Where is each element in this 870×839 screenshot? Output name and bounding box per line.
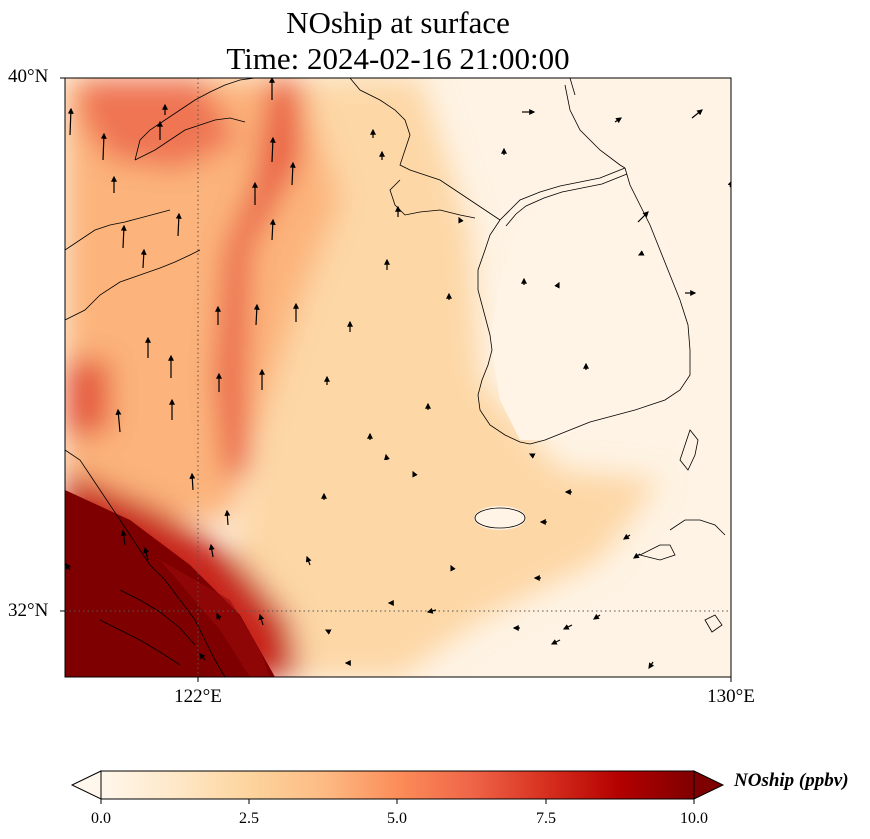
wind-arrow — [258, 613, 265, 626]
wind-arrow — [614, 117, 622, 124]
wind-arrow — [65, 563, 72, 571]
colorbar-tick: 7.5 — [536, 810, 556, 827]
wind-arrow — [691, 109, 703, 119]
wind-arrow — [140, 248, 147, 269]
wind-arrow — [269, 218, 276, 241]
colorbar-gradient — [100, 770, 695, 800]
wind-arrow — [450, 564, 456, 572]
wind-arrow — [637, 250, 645, 256]
wind-arrow — [199, 653, 206, 661]
map-time: Time: 2024-02-16 21:00:00 — [226, 41, 570, 76]
wind-arrow — [562, 624, 573, 630]
wind-arrow — [100, 132, 107, 161]
colorbar-tick: 2.5 — [239, 810, 259, 827]
wind-arrow — [593, 613, 601, 620]
colorbar-label: NOship (ppbv) — [734, 770, 849, 791]
wind-arrow — [412, 470, 418, 478]
wind-arrow — [528, 453, 536, 459]
wind-arrow — [623, 533, 631, 540]
wind-arrow — [143, 546, 150, 561]
colorbar-extend-max — [693, 770, 725, 800]
concentration-field — [65, 78, 731, 677]
wind-arrow — [253, 303, 260, 326]
wind-arrow — [637, 211, 649, 223]
wind-arrow — [67, 107, 74, 136]
colorbar-extend-min — [70, 770, 102, 800]
coastlines — [65, 78, 726, 677]
lat-label-32: 32°N — [8, 600, 49, 621]
lon-label-130: 130°E — [707, 686, 755, 707]
region-central-yellow-sea — [220, 78, 660, 677]
wind-arrow — [458, 216, 464, 224]
wind-arrow — [648, 661, 655, 669]
wind-arrow — [216, 612, 222, 621]
map-title: NOship at surface — [286, 5, 510, 40]
wind-arrow — [727, 179, 731, 188]
wind-arrow — [115, 408, 122, 433]
colorbar-tick: 0.0 — [91, 810, 111, 827]
wind-arrow — [189, 472, 196, 491]
wind-arrow — [550, 639, 561, 645]
wind-arrow — [269, 136, 276, 163]
gridlines — [65, 78, 731, 677]
wind-arrow — [324, 629, 332, 635]
lon-label-122: 122°E — [174, 686, 222, 707]
region-korea-jeju — [474, 170, 690, 530]
wind-arrow — [426, 607, 437, 614]
colorbar-tick: 10.0 — [680, 810, 708, 827]
map-plot — [60, 77, 732, 682]
wind-arrow — [305, 555, 312, 566]
colorbar — [70, 770, 725, 804]
lat-label-40: 40°N — [8, 66, 49, 87]
wind-arrow — [633, 552, 641, 559]
wind-arrow — [175, 212, 182, 237]
wind-arrow — [120, 529, 127, 546]
wind-vector-layer — [65, 78, 731, 669]
wind-arrow — [120, 224, 127, 249]
wind-arrow — [554, 281, 560, 289]
region-yellow-sea-band — [215, 80, 300, 480]
wind-arrow — [383, 453, 390, 461]
wind-arrow — [289, 161, 296, 186]
map-frame — [64, 77, 732, 678]
wind-arrow — [208, 543, 215, 558]
colorbar-tick: 5.0 — [387, 810, 407, 827]
wind-arrow — [224, 509, 231, 526]
